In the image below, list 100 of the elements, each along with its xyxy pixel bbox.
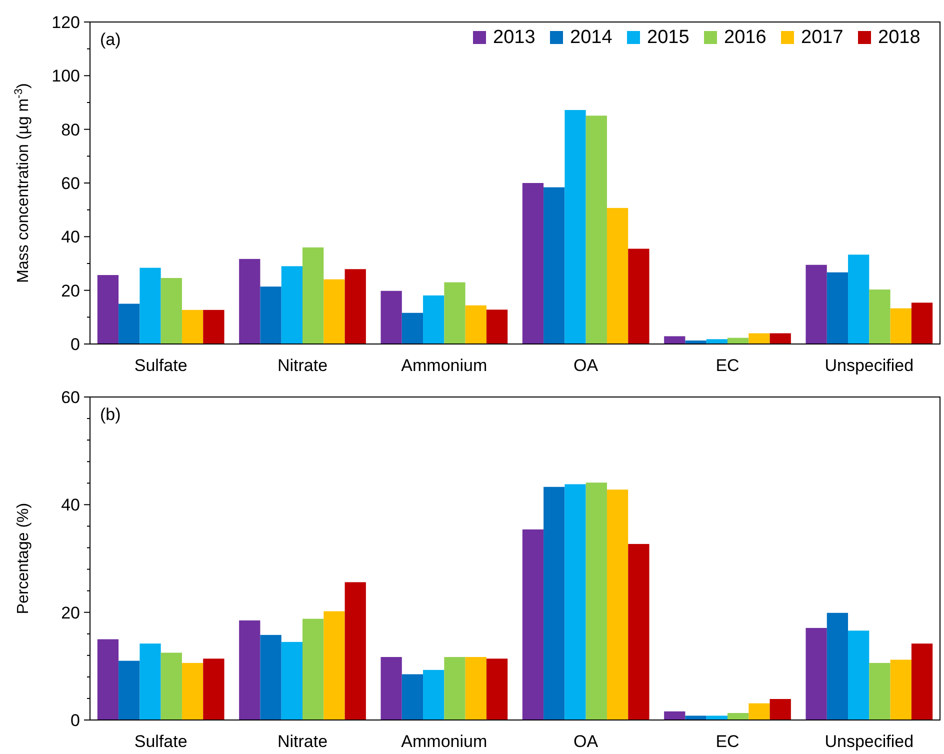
y-axis-title: Percentage (%) xyxy=(15,502,32,614)
bar xyxy=(97,639,119,720)
bar xyxy=(324,611,345,720)
bar xyxy=(203,310,224,344)
bar xyxy=(203,658,224,720)
bar xyxy=(140,268,161,344)
bar xyxy=(260,634,282,720)
bar xyxy=(182,310,204,344)
bar xyxy=(239,620,260,720)
bar xyxy=(770,699,791,720)
bar xyxy=(706,339,728,344)
y-tick-label: 120 xyxy=(52,12,80,32)
bar xyxy=(522,529,544,720)
legend-label: 2017 xyxy=(801,27,844,48)
bar xyxy=(522,183,544,344)
bar xyxy=(465,657,486,720)
bar xyxy=(423,295,444,344)
bar xyxy=(118,304,140,344)
y-tick-label: 60 xyxy=(61,388,80,407)
x-tick-label: Nitrate xyxy=(277,356,328,375)
bar xyxy=(806,264,827,344)
bar xyxy=(826,612,848,720)
text: (a) xyxy=(100,30,121,49)
bar xyxy=(728,713,749,720)
bar xyxy=(182,662,204,720)
x-tick-label: Nitrate xyxy=(277,732,328,751)
x-tick-label: EC xyxy=(716,356,740,375)
bar xyxy=(380,657,402,720)
x-tick-label: Ammonium xyxy=(401,732,488,751)
bar xyxy=(544,486,565,720)
y-tick-label: 80 xyxy=(61,120,80,140)
bar xyxy=(402,674,424,720)
bar xyxy=(302,618,324,720)
bar xyxy=(890,660,912,720)
bar xyxy=(628,544,650,720)
bar xyxy=(239,258,260,344)
x-tick-label: Unspecified xyxy=(824,732,914,751)
y-tick-label: 100 xyxy=(52,66,80,86)
bar xyxy=(140,644,161,720)
bar xyxy=(869,290,890,344)
bar xyxy=(564,484,586,720)
y-tick-label: 20 xyxy=(61,603,80,622)
bar xyxy=(344,269,366,344)
x-tick-label: OA xyxy=(574,732,599,751)
bar xyxy=(748,333,770,344)
bar xyxy=(344,582,366,720)
bar xyxy=(586,116,607,344)
bar xyxy=(486,658,508,720)
x-tick-label: EC xyxy=(716,732,740,751)
y-tick-label: 0 xyxy=(70,710,80,730)
bar xyxy=(324,279,345,344)
bar xyxy=(706,716,728,720)
legend-label: 2016 xyxy=(724,27,766,48)
bar xyxy=(826,272,848,344)
x-tick-label: OA xyxy=(574,356,599,375)
y-tick-label: 0 xyxy=(70,334,80,354)
bar xyxy=(911,302,933,344)
bar xyxy=(118,660,140,720)
legend-label: 2013 xyxy=(493,27,536,48)
bar xyxy=(486,310,508,344)
legend-label: 2014 xyxy=(570,27,613,48)
bar xyxy=(628,248,650,344)
bar xyxy=(748,703,770,720)
bar xyxy=(380,290,402,344)
y-tick-label: 40 xyxy=(61,496,80,515)
bar xyxy=(685,716,706,720)
bar xyxy=(606,490,628,720)
bar xyxy=(444,282,466,344)
bar xyxy=(664,336,686,344)
bar xyxy=(423,670,444,720)
bar xyxy=(848,630,870,720)
y-tick-label: 60 xyxy=(61,174,80,193)
bar xyxy=(544,187,565,344)
bar xyxy=(160,278,182,344)
text: (b) xyxy=(100,405,121,424)
bar xyxy=(606,208,628,344)
bar xyxy=(911,644,933,720)
bar xyxy=(444,657,466,720)
x-tick-label: Unspecified xyxy=(824,356,914,375)
bar xyxy=(465,305,486,344)
bar xyxy=(586,482,607,720)
x-tick-label: Ammonium xyxy=(401,356,488,375)
legend-label: 2018 xyxy=(878,27,920,48)
bar xyxy=(302,247,324,344)
bar xyxy=(281,266,302,344)
bar xyxy=(806,628,827,720)
bar xyxy=(402,312,424,344)
legend-label: 2015 xyxy=(647,27,690,48)
y-tick-label: 20 xyxy=(61,281,80,300)
bar xyxy=(281,642,302,720)
x-tick-label: Sulfate xyxy=(134,356,188,375)
bar xyxy=(770,333,791,344)
bar xyxy=(260,286,282,344)
bar xyxy=(890,308,912,344)
bar xyxy=(869,662,890,720)
bar xyxy=(848,254,870,344)
x-tick-label: Sulfate xyxy=(134,732,188,751)
y-tick-label: 40 xyxy=(61,228,80,247)
bar xyxy=(97,275,119,344)
bar xyxy=(664,711,686,720)
